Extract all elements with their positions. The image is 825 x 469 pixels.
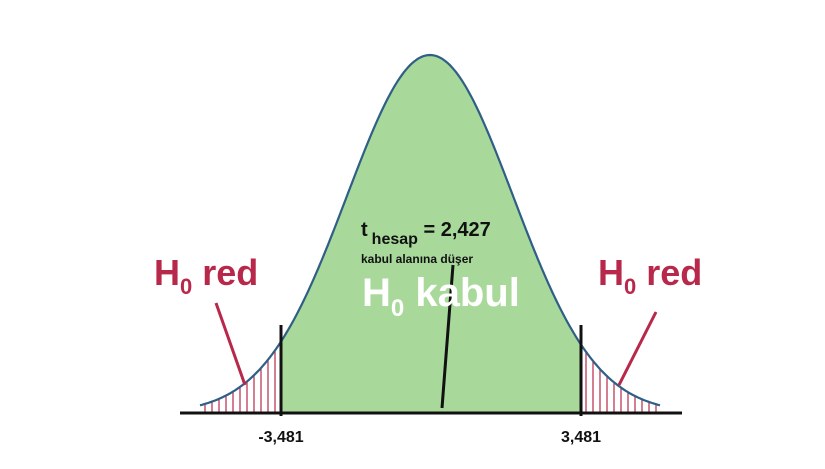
right-reject-label: H0 red: [598, 252, 702, 299]
left-reject-region: [204, 350, 276, 413]
accept-note: kabul alanına düşer: [361, 252, 473, 266]
left-reject-label: H0 red: [154, 252, 258, 299]
bell-curve: [199, 53, 661, 407]
critical-value-left: -3,481: [258, 429, 303, 446]
left-reject-pointer: [214, 302, 247, 386]
accept-region: [281, 55, 581, 413]
t-statistic-label: t hesap = 2,427: [361, 219, 491, 248]
right-reject-pointer: [617, 311, 658, 386]
right-reject-region: [585, 351, 657, 413]
accept-label: H0 kabul: [362, 271, 520, 322]
critical-value-right: 3,481: [561, 429, 601, 446]
t-stat-pointer: [440, 264, 455, 409]
